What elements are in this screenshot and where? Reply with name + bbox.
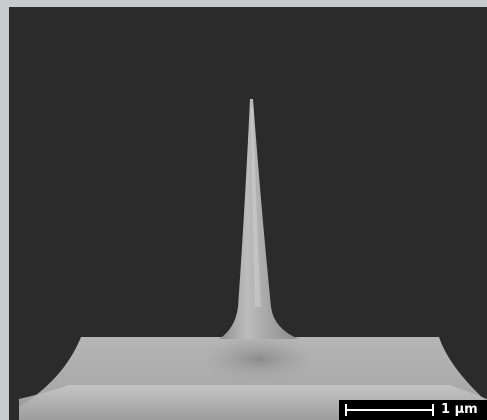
scale-bar-label: 1 µm	[441, 402, 478, 417]
scale-bar: 1 µm	[339, 400, 487, 420]
needle-highlight	[251, 107, 261, 307]
needle-tip	[219, 99, 299, 339]
pedestal-shadow	[197, 335, 321, 383]
scale-bar-line	[345, 409, 434, 411]
nanotip-specimen	[19, 99, 487, 420]
scale-bar-tick-right	[432, 404, 434, 416]
sem-micrograph: 1 µm	[9, 7, 487, 420]
